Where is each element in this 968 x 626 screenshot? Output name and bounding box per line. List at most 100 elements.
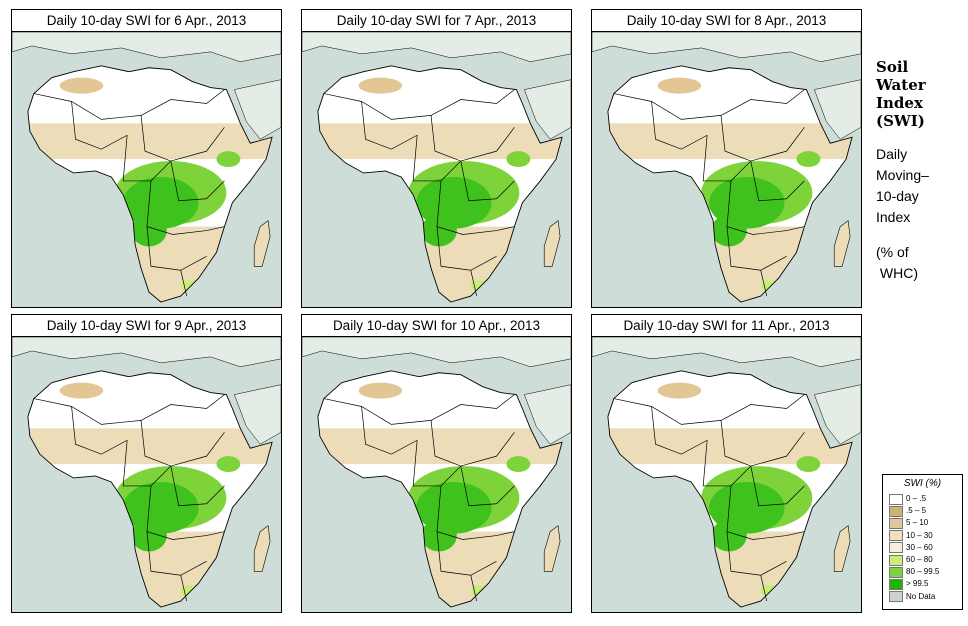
legend-swatch <box>889 542 903 554</box>
heading-line: Index <box>876 94 923 112</box>
country-border <box>436 531 497 576</box>
europe-land <box>302 337 571 368</box>
country-border <box>146 485 225 540</box>
panel-title: Daily 10-day SWI for 6 Apr., 2013 <box>11 9 282 33</box>
africa-coastline <box>607 65 853 303</box>
legend-label: > 99.5 <box>906 579 929 589</box>
legend-swatch <box>889 530 903 542</box>
africa-swi-map <box>12 337 281 608</box>
africa-coastline <box>27 370 273 608</box>
country-border <box>180 270 188 297</box>
angola-wet-zone <box>711 519 747 552</box>
africa-coastline <box>317 370 563 608</box>
angola-wet-zone <box>711 214 747 247</box>
map-panel-6: Daily 10-day SWI for 11 Apr., 2013 <box>591 314 862 614</box>
sahara-dry-patch <box>358 382 403 399</box>
ethiopia-wet-patch <box>796 151 821 168</box>
sidebar-heading: Soil Water Index (SWI) <box>876 58 962 130</box>
arabia-land <box>524 79 571 140</box>
congo-core <box>123 176 199 229</box>
sahel-band <box>607 123 853 160</box>
sidebar-subtitle: Daily Moving– 10-day Index <box>876 144 962 228</box>
europe-land <box>592 337 861 368</box>
legend-swatch <box>889 554 903 566</box>
africa-swi-map <box>302 337 571 608</box>
subtitle-line: Moving– <box>876 167 929 183</box>
country-border <box>436 180 515 235</box>
country-border <box>361 406 418 455</box>
country-border <box>760 575 768 602</box>
subtitle-line: 10-day <box>876 188 919 204</box>
country-border <box>470 270 478 297</box>
legend-label: 0 – .5 <box>906 494 927 504</box>
country-border <box>470 575 478 602</box>
legend-item: .5 – 5 <box>883 505 962 517</box>
arabia-land <box>524 384 571 445</box>
legend-label: 80 – 99.5 <box>906 567 940 577</box>
country-border <box>750 160 805 202</box>
country-border <box>71 101 128 150</box>
legend-item: 5 – 10 <box>883 517 962 529</box>
africa-coastline <box>27 65 273 303</box>
country-border <box>460 160 515 202</box>
legend-swatch <box>889 578 903 590</box>
sahara-dry-patch <box>59 77 104 94</box>
panel-title: Daily 10-day SWI for 8 Apr., 2013 <box>591 9 862 33</box>
madagascar <box>253 220 271 267</box>
panel-title: Daily 10-day SWI for 10 Apr., 2013 <box>301 314 572 338</box>
heading-line: Water <box>876 76 926 94</box>
angola-wet-zone <box>131 519 167 552</box>
unit-line: (% of <box>876 244 909 260</box>
legend-label: No Data <box>906 591 936 601</box>
africa-map <box>301 31 572 308</box>
africa-map <box>11 31 282 308</box>
legend-item: 80 – 99.5 <box>883 566 962 578</box>
country-border <box>436 226 497 271</box>
africa-coastline <box>607 370 853 608</box>
country-border <box>651 101 708 150</box>
sahel-band <box>607 428 853 465</box>
unit-line: WHC) <box>876 265 918 281</box>
country-border <box>760 270 768 297</box>
legend-item: 30 – 60 <box>883 542 962 554</box>
sidebar: Soil Water Index (SWI) Daily Moving– 10-… <box>876 58 962 284</box>
madagascar <box>543 220 561 267</box>
legend-item: No Data <box>883 591 962 603</box>
country-border <box>170 465 225 507</box>
ethiopia-wet-patch <box>216 456 241 473</box>
country-border <box>122 440 172 487</box>
map-panel-4: Daily 10-day SWI for 9 Apr., 2013 <box>11 314 282 614</box>
arabia-land <box>234 384 281 445</box>
legend-label: 10 – 30 <box>906 530 933 540</box>
ethiopia-wet-patch <box>506 151 531 168</box>
map-panel-3: Daily 10-day SWI for 8 Apr., 2013 <box>591 9 862 309</box>
map-panel-5: Daily 10-day SWI for 10 Apr., 2013 <box>301 314 572 614</box>
legend-swatch <box>889 591 903 603</box>
country-border <box>726 180 805 235</box>
angola-wet-zone <box>131 214 167 247</box>
country-border <box>170 160 225 202</box>
legend-swatch <box>889 566 903 578</box>
arabia-land <box>234 79 281 140</box>
arabia-land <box>814 384 861 445</box>
map-panel-1: Daily 10-day SWI for 6 Apr., 2013 <box>11 9 282 309</box>
country-border <box>146 226 207 271</box>
legend-rows: 0 – .5 .5 – 5 5 – 10 10 – 30 30 – 60 60 … <box>883 493 962 603</box>
country-border <box>726 485 805 540</box>
europe-land <box>12 337 281 368</box>
panel-title: Daily 10-day SWI for 9 Apr., 2013 <box>11 314 282 338</box>
country-border <box>361 101 418 150</box>
legend-label: 5 – 10 <box>906 518 929 528</box>
country-border <box>750 465 805 507</box>
sahel-band <box>27 428 273 465</box>
legend-item: > 99.5 <box>883 578 962 590</box>
europe-land <box>12 32 281 63</box>
legend: SWI (%) 0 – .5 .5 – 5 5 – 10 10 – 30 30 … <box>882 474 963 610</box>
legend-label: 60 – 80 <box>906 555 933 565</box>
sahara-dry-patch <box>59 382 104 399</box>
sahel-band <box>317 123 563 160</box>
africa-map <box>11 336 282 613</box>
legend-item: 60 – 80 <box>883 554 962 566</box>
ethiopia-wet-patch <box>216 151 241 168</box>
africa-map <box>301 336 572 613</box>
